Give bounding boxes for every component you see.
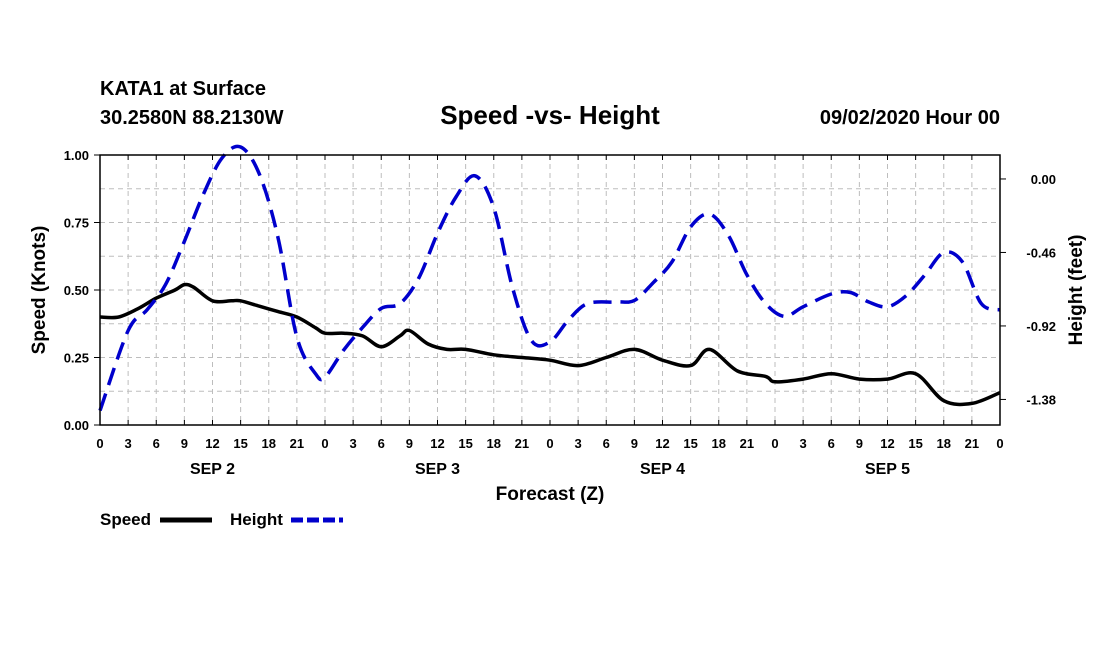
day-label: SEP 2	[190, 461, 235, 478]
series-lines	[98, 144, 1001, 412]
x-tick-label: 12	[430, 436, 444, 451]
chart-title: Speed -vs- Height	[440, 100, 660, 130]
x-tick-label: 3	[350, 436, 357, 451]
x-tick-label: 18	[262, 436, 276, 451]
day-label: SEP 3	[415, 461, 460, 478]
x-tick-label: 0	[771, 436, 778, 451]
x-tick-label: 6	[378, 436, 385, 451]
x-tick-label: 21	[290, 436, 304, 451]
y-right-tick-label: -0.92	[1026, 319, 1056, 334]
x-tick-label: 12	[205, 436, 219, 451]
y-right-tick-label: -0.46	[1026, 245, 1056, 260]
grid	[100, 155, 1000, 425]
x-tick-label: 0	[996, 436, 1003, 451]
x-tick-label: 6	[153, 436, 160, 451]
x-tick-label: 3	[125, 436, 132, 451]
x-tick-label: 15	[458, 436, 472, 451]
coordinates-label: 30.2580N 88.2130W	[100, 107, 284, 129]
station-label: KATA1 at Surface	[100, 78, 266, 100]
x-tick-labels: 0 3 6 9 12 15 18 21 0 3 6 9 12 15 18 21 0 3 6 9 12 15 18 21 0 3 6 9…	[96, 436, 1003, 451]
y-left-tick-label: 0.00	[64, 418, 89, 433]
y-left-tick-label: 0.50	[64, 283, 89, 298]
y-left-axis-label: Speed (Knots)	[29, 226, 50, 355]
legend: Speed Height	[100, 510, 343, 529]
height-series-line	[98, 144, 1001, 412]
legend-speed-label: Speed	[100, 510, 151, 529]
x-axis-label: Forecast (Z)	[496, 484, 605, 505]
x-tick-label: 0	[546, 436, 553, 451]
x-tick-label: 9	[631, 436, 638, 451]
x-tick-label: 12	[655, 436, 669, 451]
speed-series-line	[99, 282, 1001, 407]
x-tick-label: 9	[406, 436, 413, 451]
y-right-tick-label: -1.38	[1026, 392, 1056, 407]
x-tick-label: 15	[233, 436, 247, 451]
x-tick-label: 15	[908, 436, 922, 451]
x-tick-label: 3	[800, 436, 807, 451]
x-tick-label: 0	[96, 436, 103, 451]
y-right-tick-label: 0.00	[1031, 172, 1056, 187]
day-label: SEP 4	[640, 461, 685, 478]
x-tick-label: 15	[683, 436, 697, 451]
x-tick-label: 12	[880, 436, 894, 451]
x-tick-label: 9	[856, 436, 863, 451]
y-right-tick-labels: 0.00 -0.46 -0.92 -1.38	[1026, 172, 1056, 407]
axis-ticks	[94, 154, 1006, 426]
y-left-tick-labels: 0.00 0.25 0.50 0.75 1.00	[64, 148, 89, 433]
x-tick-label: 6	[828, 436, 835, 451]
x-tick-label: 3	[575, 436, 582, 451]
day-label: SEP 5	[865, 461, 910, 478]
x-tick-label: 21	[740, 436, 754, 451]
y-left-tick-label: 0.75	[64, 216, 89, 231]
x-tick-label: 21	[515, 436, 529, 451]
x-tick-label: 9	[181, 436, 188, 451]
x-tick-label: 0	[321, 436, 328, 451]
datetime-label: 09/02/2020 Hour 00	[820, 107, 1000, 129]
y-left-tick-label: 1.00	[64, 148, 89, 163]
plot-frame	[99, 154, 1001, 426]
x-tick-label: 18	[712, 436, 726, 451]
y-right-axis-label: Height (feet)	[1066, 235, 1087, 346]
day-labels: SEP 2 SEP 3 SEP 4 SEP 5	[190, 461, 910, 478]
x-tick-label: 21	[965, 436, 979, 451]
x-tick-label: 6	[603, 436, 610, 451]
y-left-tick-label: 0.25	[64, 351, 89, 366]
legend-height-label: Height	[230, 510, 283, 529]
x-tick-label: 18	[487, 436, 501, 451]
x-tick-label: 18	[937, 436, 951, 451]
